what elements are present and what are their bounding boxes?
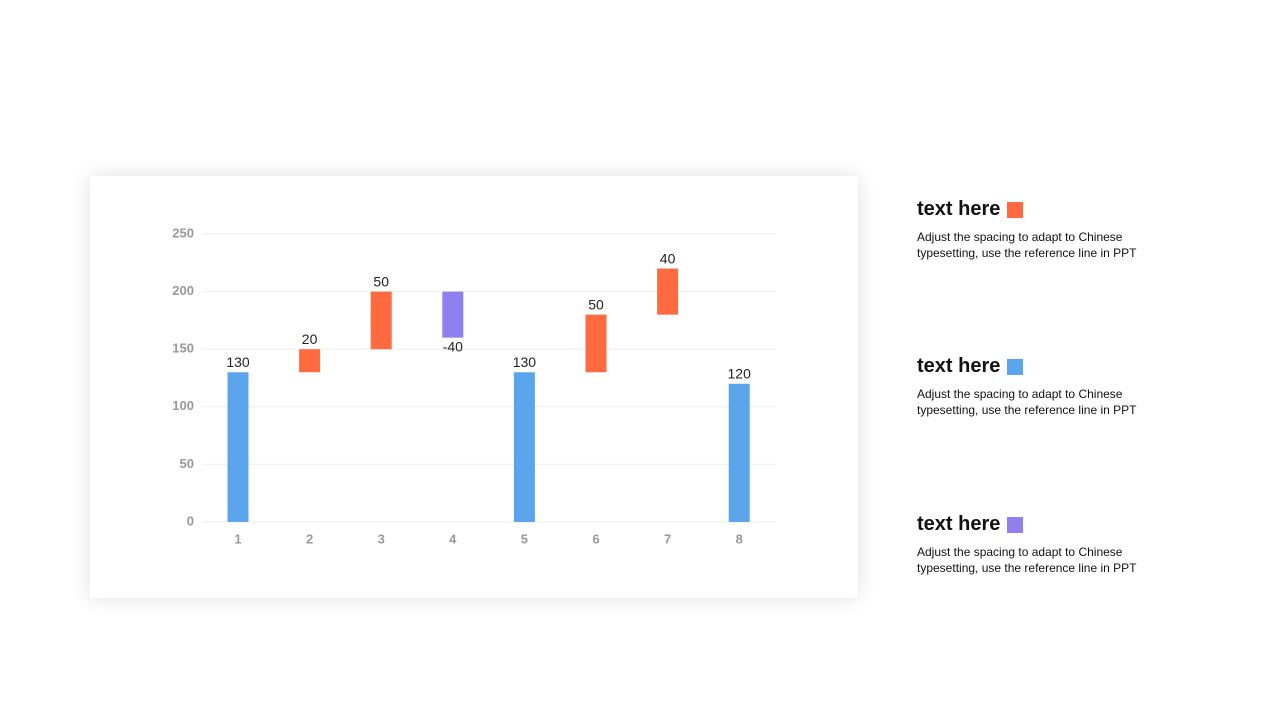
bar — [442, 291, 464, 338]
x-tick-label: 1 — [234, 531, 241, 546]
y-tick-label: 200 — [172, 283, 194, 298]
legend-title: text here — [917, 513, 1217, 536]
bar — [513, 372, 535, 522]
legend-label: text here — [917, 513, 1001, 535]
x-tick-label: 2 — [306, 531, 313, 546]
data-label: 40 — [660, 250, 676, 266]
y-tick-label: 100 — [172, 398, 194, 413]
legend-swatch — [1007, 201, 1024, 218]
x-tick-label: 5 — [521, 531, 528, 546]
bar — [585, 314, 607, 373]
legend-description: Adjust the spacing to adapt to Chinese t… — [917, 230, 1137, 260]
x-tick-label: 4 — [449, 531, 457, 546]
data-label: 130 — [513, 354, 537, 370]
y-tick-label: 50 — [180, 456, 194, 471]
legend-title: text here — [917, 198, 1217, 221]
legend-description: Adjust the spacing to adapt to Chinese t… — [917, 545, 1137, 575]
legend-swatch — [1007, 516, 1024, 533]
bar — [370, 291, 392, 350]
x-tick-label: 8 — [736, 531, 743, 546]
legend-title: text here — [917, 355, 1217, 378]
legend-item: text here Adjust the spacing to adapt to … — [917, 355, 1217, 418]
x-tick-label: 3 — [378, 531, 385, 546]
legend-swatch — [1007, 358, 1024, 375]
bar — [728, 383, 750, 522]
data-label: 50 — [373, 273, 389, 289]
x-tick-label: 6 — [592, 531, 599, 546]
legend-description: Adjust the spacing to adapt to Chinese t… — [917, 387, 1137, 417]
data-label: -40 — [443, 338, 463, 354]
x-tick-label: 7 — [664, 531, 671, 546]
y-tick-label: 150 — [172, 341, 194, 356]
legend-label: text here — [917, 355, 1001, 377]
data-label: 130 — [226, 354, 250, 370]
legend-item: text here Adjust the spacing to adapt to … — [917, 513, 1217, 576]
bar — [299, 349, 321, 373]
y-tick-label: 250 — [172, 225, 194, 240]
y-tick-label: 0 — [187, 513, 194, 528]
bar — [657, 268, 679, 315]
legend-item: text here Adjust the spacing to adapt to … — [917, 198, 1217, 261]
bar — [227, 372, 249, 522]
data-label: 50 — [588, 296, 604, 312]
data-label: 120 — [728, 365, 752, 381]
data-label: 20 — [302, 331, 318, 347]
legend-label: text here — [917, 198, 1001, 220]
